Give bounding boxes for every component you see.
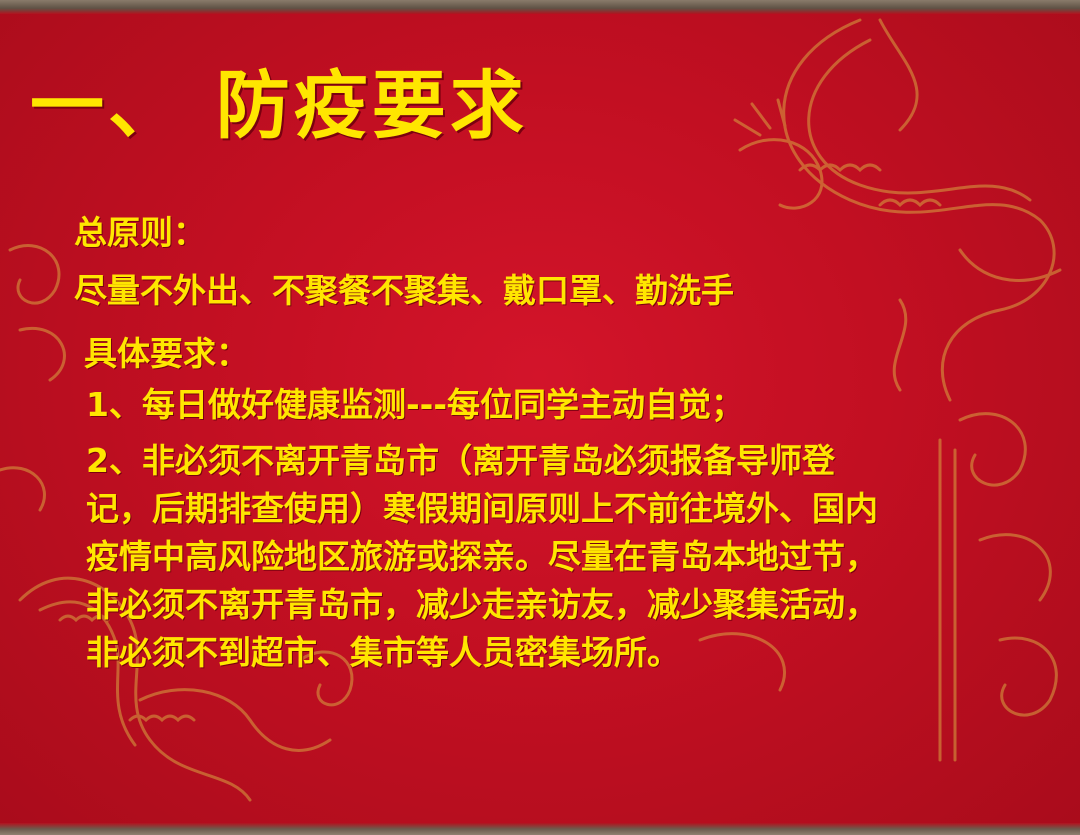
top-border — [0, 0, 1080, 14]
specific-requirements-heading: 具体要求： — [84, 334, 249, 373]
requirement-item-2-line: 非必须不离开青岛市，减少走亲访友，减少聚集活动， — [86, 585, 878, 624]
requirement-item-2: 2、非必须不离开青岛市（离开青岛必须报备导师登 记，后期排查使用）寒假期间原则上… — [86, 437, 878, 677]
requirement-item-2-line: 疫情中高风险地区旅游或探亲。尽量在青岛本地过节， — [86, 537, 878, 576]
general-principle-heading: 总原则： — [74, 213, 206, 252]
bottom-border — [0, 823, 1080, 835]
requirement-item-2-line: 非必须不到超市、集市等人员密集场所。 — [86, 633, 680, 672]
general-principle-text: 尽量不外出、不聚餐不聚集、戴口罩、勤洗手 — [74, 271, 734, 310]
requirement-item-2-line: 2、非必须不离开青岛市（离开青岛必须报备导师登 — [86, 441, 835, 480]
requirement-item-1: 1、每日做好健康监测---每位同学主动自觉； — [86, 385, 745, 424]
requirement-item-2-line: 记，后期排查使用）寒假期间原则上不前往境外、国内 — [86, 489, 878, 528]
page-title: 一、 防疫要求 — [30, 63, 528, 149]
